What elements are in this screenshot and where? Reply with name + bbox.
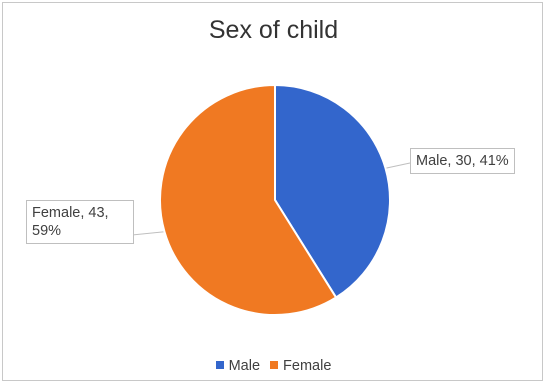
legend-label-male: Male — [229, 358, 260, 374]
data-label-male: Male, 30, 41% — [410, 148, 515, 174]
legend-label-female: Female — [283, 358, 331, 374]
legend-swatch-male — [216, 361, 224, 369]
legend-item-male: Male — [216, 358, 260, 374]
data-label-female: Female, 43, 59% — [26, 200, 134, 244]
leader-line-male — [386, 163, 410, 168]
legend: Male Female — [0, 358, 547, 374]
legend-swatch-female — [270, 361, 278, 369]
legend-item-female: Female — [270, 358, 331, 374]
